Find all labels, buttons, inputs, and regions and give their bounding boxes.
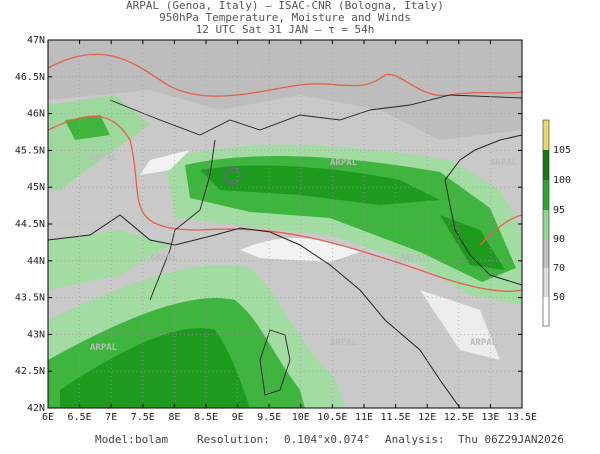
- lon-label: 12.5E: [444, 412, 474, 423]
- lon-label: 9.5E: [257, 412, 281, 423]
- colorbar-label: 100: [553, 175, 571, 186]
- colorbar-label: 50: [553, 292, 565, 303]
- watermark: ARPAL: [400, 253, 428, 263]
- lat-label: 44.5N: [15, 219, 45, 230]
- lon-label: 7E: [105, 412, 117, 423]
- colorbar-label: 90: [553, 234, 565, 245]
- lon-label: 11E: [355, 412, 373, 423]
- lat-label: 42.5N: [15, 366, 45, 377]
- lon-label: 13.5E: [507, 412, 537, 423]
- watermark: ARPAL: [420, 63, 448, 73]
- lon-label: 13E: [481, 412, 499, 423]
- footer-value: bolam: [135, 433, 168, 446]
- title-line: 950hPa Temperature, Moisture and Winds: [159, 11, 411, 24]
- watermark: ARPAL: [90, 343, 118, 353]
- lat-label: 43.5N: [15, 293, 45, 304]
- title-line: 12 UTC Sat 31 JAN – τ = 54h: [196, 23, 375, 36]
- watermark: ARPAL: [150, 253, 178, 263]
- map-area: [48, 40, 522, 408]
- colorbar-label: 105: [553, 145, 571, 156]
- lat-label: 46.5N: [15, 72, 45, 83]
- watermark: ARPAL: [90, 63, 118, 73]
- title-line: ARPAL (Genoa, Italy) – ISAC-CNR (Bologna…: [126, 0, 444, 12]
- lon-label: 12E: [418, 412, 436, 423]
- lat-label: 47N: [27, 35, 45, 46]
- footer-value: Thu 06Z29JAN2026: [458, 433, 564, 446]
- lat-label: 45N: [27, 182, 45, 193]
- lat-label: 42N: [27, 403, 45, 414]
- lon-label: 8E: [168, 412, 180, 423]
- watermark: ARPAL: [90, 153, 118, 163]
- colorbar-label: 70: [553, 263, 565, 274]
- lat-label: 45.5N: [15, 145, 45, 156]
- watermark: ARPAL: [330, 158, 358, 168]
- lon-label: 8.5E: [194, 412, 218, 423]
- colorbar-label: 95: [553, 205, 565, 216]
- lat-label: 43N: [27, 329, 45, 340]
- footer-label: Model:: [95, 433, 135, 446]
- watermark: ARPAL: [490, 158, 518, 168]
- lon-label: 6.5E: [68, 412, 92, 423]
- lon-label: 7.5E: [131, 412, 155, 423]
- lon-label: 11.5E: [381, 412, 411, 423]
- footer-label: Resolution:: [197, 433, 270, 446]
- watermark: ARPAL: [330, 338, 358, 348]
- watermark: ARPAL: [470, 338, 498, 348]
- footer-value: 0.104°x0.074°: [284, 433, 370, 446]
- colorbar: [542, 119, 550, 327]
- lon-label: 10.5E: [317, 412, 347, 423]
- lat-label: 44N: [27, 256, 45, 267]
- lon-label: 10E: [292, 412, 310, 423]
- lon-label: 6E: [42, 412, 54, 423]
- lon-label: 9E: [232, 412, 244, 423]
- watermark: ARPAL: [260, 63, 288, 73]
- footer-label: Analysis:: [385, 433, 445, 446]
- lat-label: 46N: [27, 109, 45, 120]
